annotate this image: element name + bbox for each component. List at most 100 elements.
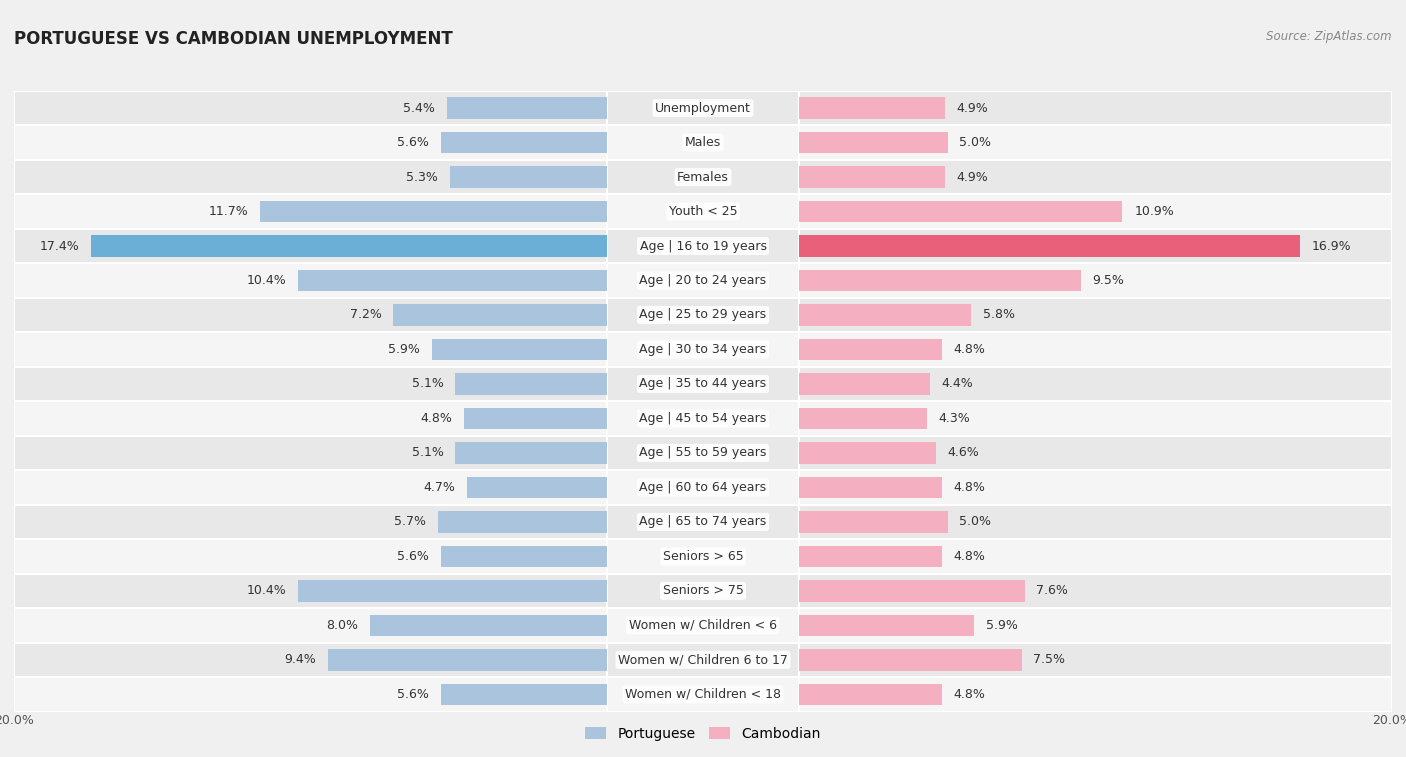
Text: PORTUGUESE VS CAMBODIAN UNEMPLOYMENT: PORTUGUESE VS CAMBODIAN UNEMPLOYMENT: [14, 30, 453, 48]
Bar: [440, 132, 606, 153]
Text: 10.4%: 10.4%: [247, 274, 287, 287]
Text: 5.7%: 5.7%: [394, 516, 426, 528]
Bar: [800, 511, 948, 533]
Bar: [800, 546, 942, 567]
Bar: [800, 505, 1392, 539]
Text: 4.7%: 4.7%: [423, 481, 456, 494]
Bar: [14, 470, 606, 505]
Bar: [370, 615, 606, 636]
Bar: [606, 677, 800, 712]
Text: Source: ZipAtlas.com: Source: ZipAtlas.com: [1267, 30, 1392, 43]
Bar: [14, 160, 606, 195]
Bar: [606, 401, 800, 436]
Bar: [606, 160, 800, 195]
Bar: [91, 235, 606, 257]
Text: Age | 60 to 64 years: Age | 60 to 64 years: [640, 481, 766, 494]
Text: 5.0%: 5.0%: [959, 516, 991, 528]
Bar: [800, 98, 945, 119]
Text: 4.8%: 4.8%: [953, 343, 986, 356]
Bar: [800, 304, 972, 326]
Bar: [606, 91, 800, 126]
Bar: [800, 229, 1392, 263]
Text: Age | 20 to 24 years: Age | 20 to 24 years: [640, 274, 766, 287]
Text: 9.5%: 9.5%: [1092, 274, 1125, 287]
Text: 4.8%: 4.8%: [953, 481, 986, 494]
Bar: [800, 401, 1392, 436]
Text: 5.6%: 5.6%: [396, 688, 429, 701]
Bar: [800, 269, 1081, 291]
Text: 10.4%: 10.4%: [247, 584, 287, 597]
Text: 4.3%: 4.3%: [939, 412, 970, 425]
Bar: [14, 126, 606, 160]
Bar: [606, 574, 800, 608]
Bar: [800, 126, 1392, 160]
Bar: [432, 339, 606, 360]
Bar: [14, 332, 606, 366]
Bar: [14, 91, 606, 126]
Text: 7.2%: 7.2%: [350, 309, 381, 322]
Bar: [800, 580, 1025, 602]
Bar: [464, 408, 606, 429]
Text: 5.4%: 5.4%: [404, 101, 434, 114]
Bar: [14, 195, 606, 229]
Text: Females: Females: [678, 170, 728, 183]
Text: 17.4%: 17.4%: [39, 239, 79, 253]
Bar: [800, 160, 1392, 195]
Text: Age | 25 to 29 years: Age | 25 to 29 years: [640, 309, 766, 322]
Bar: [14, 436, 606, 470]
Bar: [606, 263, 800, 298]
Text: Women w/ Children < 6: Women w/ Children < 6: [628, 619, 778, 632]
Text: 11.7%: 11.7%: [208, 205, 247, 218]
Bar: [606, 539, 800, 574]
Text: 5.0%: 5.0%: [959, 136, 991, 149]
Legend: Portuguese, Cambodian: Portuguese, Cambodian: [579, 721, 827, 746]
Bar: [606, 126, 800, 160]
Bar: [800, 477, 942, 498]
Text: Women w/ Children < 18: Women w/ Children < 18: [626, 688, 780, 701]
Bar: [14, 229, 606, 263]
Bar: [800, 195, 1392, 229]
Bar: [800, 298, 1392, 332]
Bar: [606, 470, 800, 505]
Text: 5.6%: 5.6%: [396, 550, 429, 563]
Bar: [14, 366, 606, 401]
Bar: [467, 477, 606, 498]
Text: 9.4%: 9.4%: [284, 653, 316, 666]
Text: Age | 16 to 19 years: Age | 16 to 19 years: [640, 239, 766, 253]
Text: 5.9%: 5.9%: [388, 343, 420, 356]
Text: 4.9%: 4.9%: [956, 101, 988, 114]
Bar: [298, 580, 606, 602]
Bar: [440, 546, 606, 567]
Bar: [298, 269, 606, 291]
Bar: [800, 91, 1392, 126]
Text: 4.8%: 4.8%: [420, 412, 453, 425]
Text: 5.1%: 5.1%: [412, 447, 444, 459]
Text: Age | 30 to 34 years: Age | 30 to 34 years: [640, 343, 766, 356]
Text: Seniors > 75: Seniors > 75: [662, 584, 744, 597]
Text: 5.1%: 5.1%: [412, 378, 444, 391]
Bar: [606, 608, 800, 643]
Bar: [606, 229, 800, 263]
Bar: [800, 366, 1392, 401]
Text: Seniors > 65: Seniors > 65: [662, 550, 744, 563]
Text: 5.8%: 5.8%: [983, 309, 1015, 322]
Bar: [437, 511, 606, 533]
Text: Age | 35 to 44 years: Age | 35 to 44 years: [640, 378, 766, 391]
Bar: [450, 167, 606, 188]
Bar: [800, 167, 945, 188]
Text: 7.5%: 7.5%: [1033, 653, 1066, 666]
Bar: [14, 643, 606, 677]
Bar: [14, 677, 606, 712]
Bar: [606, 505, 800, 539]
Bar: [14, 263, 606, 298]
Text: 5.3%: 5.3%: [406, 170, 437, 183]
Text: 10.9%: 10.9%: [1135, 205, 1174, 218]
Bar: [14, 539, 606, 574]
Bar: [394, 304, 606, 326]
Text: 7.6%: 7.6%: [1036, 584, 1069, 597]
Bar: [800, 615, 974, 636]
Bar: [14, 608, 606, 643]
Text: 16.9%: 16.9%: [1312, 239, 1351, 253]
Text: 5.9%: 5.9%: [986, 619, 1018, 632]
Bar: [800, 677, 1392, 712]
